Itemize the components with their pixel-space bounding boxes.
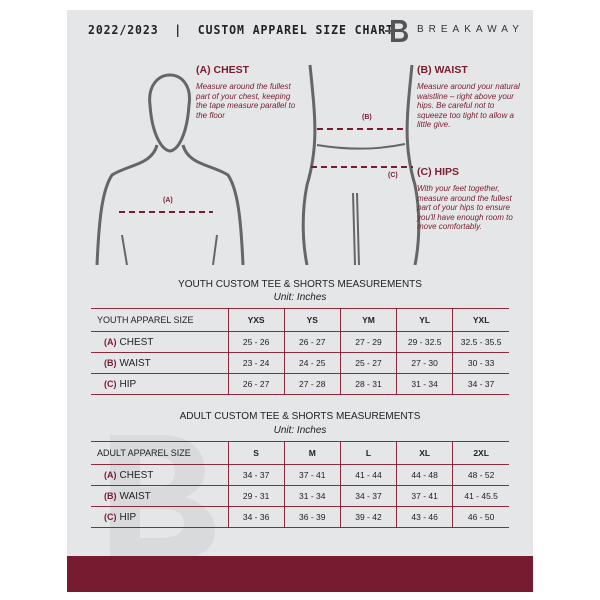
column-header: S	[227, 441, 285, 465]
table-cell: 44 - 48	[396, 464, 453, 486]
row-name: HIP	[119, 511, 137, 523]
table-cell: 39 - 42	[339, 506, 397, 528]
row-label: (B) WAIST	[91, 352, 228, 374]
column-header: YXS	[227, 308, 285, 332]
table-cell: 46 - 50	[452, 506, 509, 528]
table-row: (B) WAIST 23 - 24 24 - 25 25 - 27 27 - 30 30 -…	[91, 352, 509, 374]
table-cell: 29 - 32.5	[396, 331, 453, 353]
table-cell: 30 - 33	[452, 352, 509, 374]
row-name: CHEST	[119, 336, 154, 348]
column-header: 2XL	[452, 441, 509, 465]
table-cell: 31 - 34	[396, 373, 453, 395]
table-cell: 37 - 41	[283, 464, 341, 486]
table-cell: 27 - 29	[339, 331, 397, 353]
table-cell: 23 - 24	[227, 352, 285, 374]
row-label: (A) CHEST	[91, 464, 228, 486]
table-header-row: ADULT APPAREL SIZE S M L XL 2XL	[91, 441, 509, 465]
hips-description: With your feet together, measure around …	[417, 184, 513, 232]
row-label: (C) HIP	[91, 373, 228, 395]
body-diagram	[95, 64, 421, 265]
row-letter: (B)	[104, 357, 117, 368]
row-letter: (C)	[104, 378, 117, 389]
waist-description: Measure around your natural waistline – …	[417, 82, 520, 130]
row-letter: (B)	[104, 490, 117, 501]
hips-marker: (C)	[388, 172, 398, 179]
youth-table-title: YOUTH CUSTOM TEE & SHORTS MEASUREMENTS	[178, 279, 422, 290]
table-cell: 41 - 45.5	[452, 485, 509, 507]
row-letter: (C)	[104, 511, 117, 522]
table-cell: 25 - 26	[227, 331, 285, 353]
table-row: (B) WAIST 29 - 31 31 - 34 34 - 37 37 - 41 41 -…	[91, 485, 509, 507]
table-cell: 28 - 31	[339, 373, 397, 395]
table-cell: 26 - 27	[283, 331, 341, 353]
torso-outline	[301, 64, 421, 265]
column-header: XL	[396, 441, 453, 465]
chest-heading: (A) CHEST	[196, 64, 250, 76]
page-title: 2022/2023 | CUSTOM APPAREL SIZE CHART	[88, 22, 394, 37]
row-label: (A) CHEST	[91, 331, 228, 353]
column-header: YXL	[452, 308, 509, 332]
column-header: YL	[396, 308, 453, 332]
column-header: YS	[283, 308, 341, 332]
head-outline	[148, 73, 191, 153]
table-row: (C) HIP 34 - 36 36 - 39 39 - 42 43 - 46 46 - 5…	[91, 506, 509, 528]
brand-name: BREAKAWAY	[417, 24, 524, 35]
row-name: HIP	[119, 378, 137, 390]
table-cell: 48 - 52	[452, 464, 509, 486]
row-letter: (A)	[104, 469, 117, 480]
table-header-row: YOUTH APPAREL SIZE YXS YS YM YL YXL	[91, 308, 509, 332]
row-name: WAIST	[119, 490, 151, 502]
table-cell: 43 - 46	[396, 506, 453, 528]
waist-marker: (B)	[362, 114, 372, 121]
adult-table-title: ADULT CUSTOM TEE & SHORTS MEASUREMENTS	[179, 411, 421, 422]
table-row: (C) HIP 26 - 27 27 - 28 28 - 31 31 - 34 34 - 3…	[91, 373, 509, 395]
table-row: (A) CHEST 34 - 37 37 - 41 41 - 44 44 - 48 48 -…	[91, 464, 509, 486]
table-cell: 34 - 36	[227, 506, 285, 528]
column-header: ADULT APPAREL SIZE	[91, 441, 228, 465]
breakaway-logo-icon	[385, 20, 408, 42]
footer-band	[67, 556, 533, 592]
table-cell: 31 - 34	[283, 485, 341, 507]
table-cell: 25 - 27	[339, 352, 397, 374]
row-name: CHEST	[119, 469, 154, 481]
table-cell: 41 - 44	[339, 464, 397, 486]
youth-size-table: YOUTH APPAREL SIZE YXS YS YM YL YXL (A) CHEST 2…	[91, 308, 509, 395]
adult-size-table: ADULT APPAREL SIZE S M L XL 2XL (A) CHEST 34 - …	[91, 441, 509, 528]
table-cell: 36 - 39	[283, 506, 341, 528]
waist-heading: (B) WAIST	[417, 64, 468, 76]
table-cell: 27 - 28	[283, 373, 341, 395]
row-name: WAIST	[119, 357, 151, 369]
table-cell: 34 - 37	[227, 464, 285, 486]
column-header: L	[339, 441, 397, 465]
table-cell: 37 - 41	[396, 485, 453, 507]
hips-heading: (C) HIPS	[417, 166, 459, 178]
row-label: (B) WAIST	[91, 485, 228, 507]
table-cell: 24 - 25	[283, 352, 341, 374]
row-letter: (A)	[104, 336, 117, 347]
youth-table-unit: Unit: Inches	[273, 292, 327, 303]
chest-marker: (A)	[163, 197, 173, 204]
table-cell: 34 - 37	[452, 373, 509, 395]
column-header: YOUTH APPAREL SIZE	[91, 308, 228, 332]
row-label: (C) HIP	[91, 506, 228, 528]
table-cell: 32.5 - 35.5	[452, 331, 509, 353]
table-cell: 26 - 27	[227, 373, 285, 395]
table-cell: 34 - 37	[339, 485, 397, 507]
shoulders-outline	[95, 144, 245, 265]
table-cell: 29 - 31	[227, 485, 285, 507]
table-cell: 27 - 30	[396, 352, 453, 374]
chest-description: Measure around the fullest part of your …	[196, 82, 296, 120]
table-row: (A) CHEST 25 - 26 26 - 27 27 - 29 29 - 32.5 32…	[91, 331, 509, 353]
column-header: YM	[339, 308, 397, 332]
column-header: M	[283, 441, 341, 465]
adult-table-unit: Unit: Inches	[273, 425, 327, 436]
